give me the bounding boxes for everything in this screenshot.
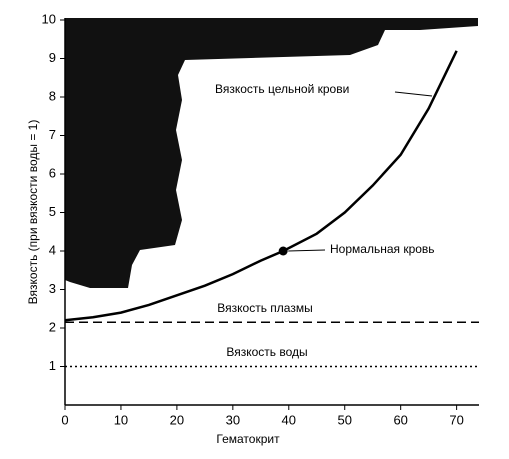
y-tick-label: 8	[49, 88, 56, 103]
y-tick-label: 1	[49, 358, 56, 373]
x-tick-label: 30	[226, 412, 240, 427]
y-tick-label: 2	[49, 319, 56, 334]
y-tick-label: 6	[49, 165, 56, 180]
point-label: Нормальная кровь	[330, 242, 435, 256]
y-axis-label: Вязкость (при вязкости воды = 1)	[26, 120, 40, 305]
series-label: Вязкость цельной крови	[215, 82, 349, 96]
x-tick-label: 0	[61, 412, 68, 427]
series-line	[64, 50, 458, 322]
y-tick-label: 5	[49, 204, 56, 219]
y-tick-label: 7	[49, 127, 56, 142]
series-label: Вязкость воды	[226, 345, 307, 359]
x-tick-label: 10	[114, 412, 128, 427]
y-tick-label: 4	[49, 242, 56, 257]
x-axis-label: Гематокрит	[216, 432, 280, 446]
scan-artifact	[65, 18, 478, 288]
y-tick-label: 9	[49, 50, 56, 65]
y-tick-label: 10	[42, 11, 56, 26]
x-tick-label: 20	[170, 412, 184, 427]
leader-line	[288, 249, 326, 252]
series-label: Вязкость плазмы	[217, 301, 312, 315]
normal-blood-point	[278, 246, 288, 256]
y-tick-label: 3	[49, 281, 56, 296]
x-tick-label: 60	[393, 412, 407, 427]
leader-line	[394, 91, 433, 97]
x-tick-label: 70	[449, 412, 463, 427]
x-tick-label: 40	[282, 412, 296, 427]
x-tick-label: 50	[337, 412, 351, 427]
